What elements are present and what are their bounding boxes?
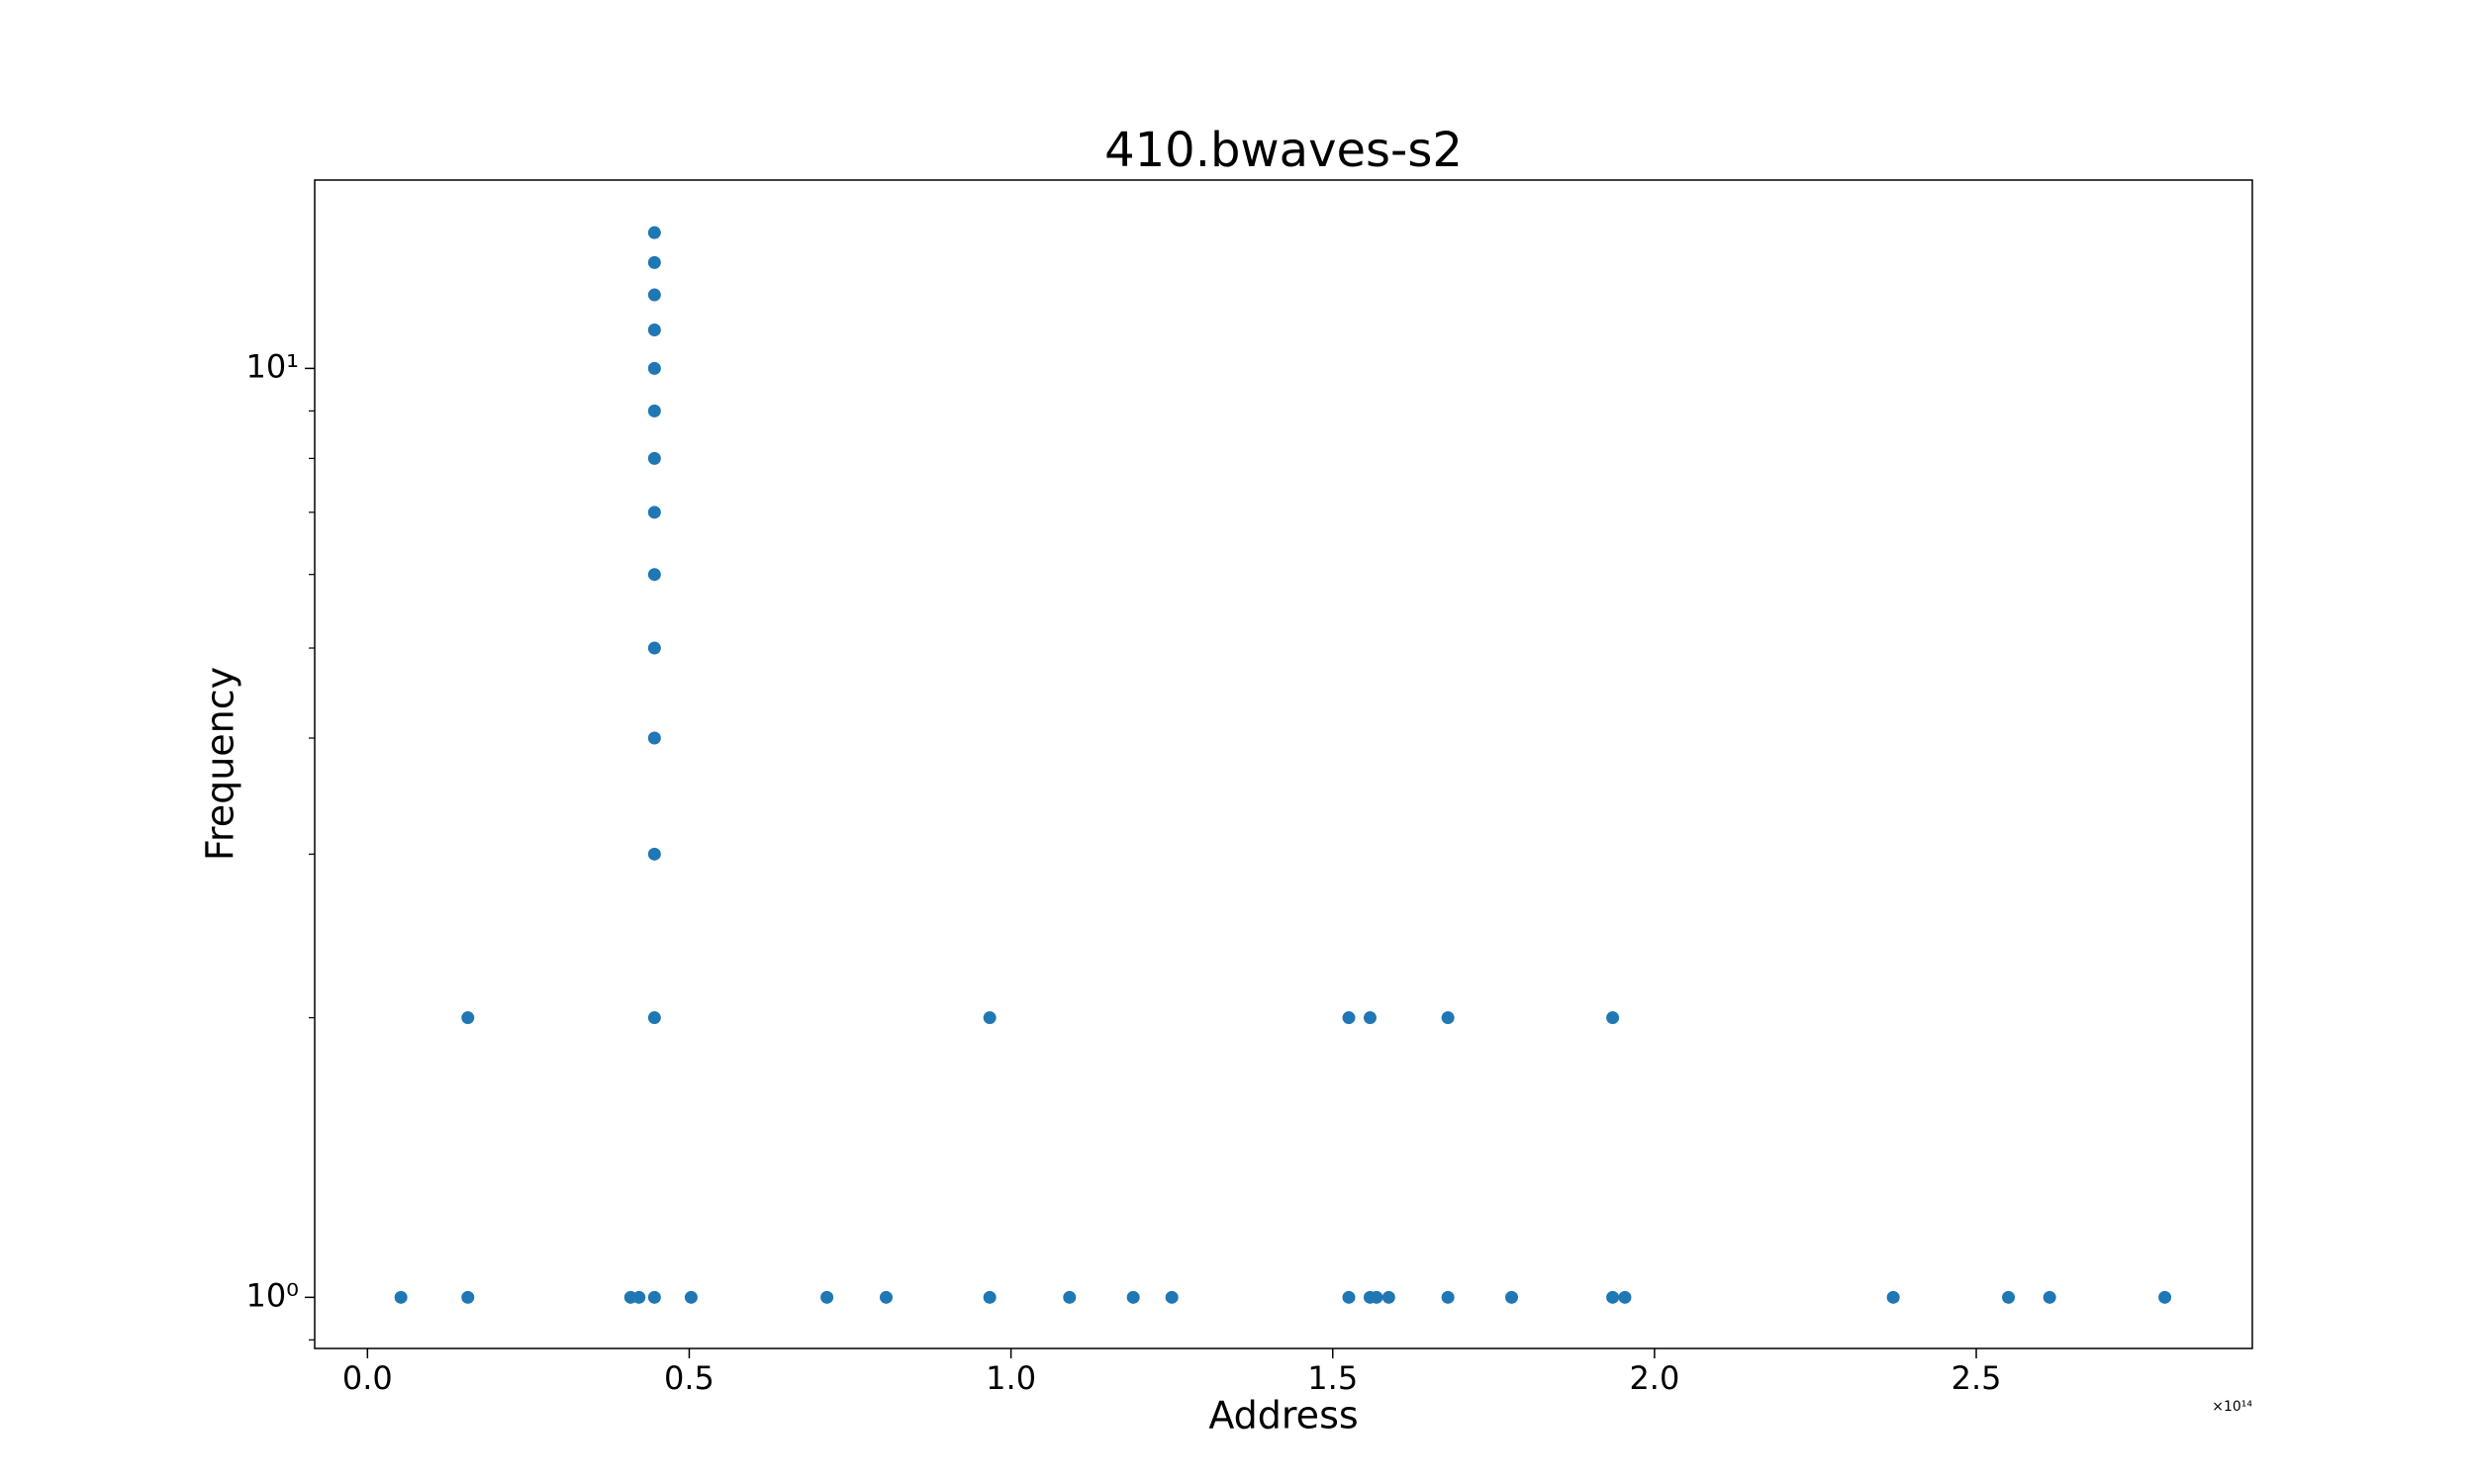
point xyxy=(632,1290,646,1304)
point xyxy=(1165,1290,1179,1304)
point xyxy=(1063,1290,1077,1304)
point xyxy=(684,1290,698,1304)
x-tick-label: 2.0 xyxy=(1629,1359,1679,1397)
y-tick-label: 10¹ xyxy=(245,347,299,385)
point xyxy=(647,288,661,302)
y-tick-label: 10⁰ xyxy=(245,1276,299,1314)
x-tick-label: 0.5 xyxy=(664,1359,714,1397)
point xyxy=(647,361,661,375)
point xyxy=(879,1290,893,1304)
x-tick-label: 1.0 xyxy=(986,1359,1036,1397)
point xyxy=(647,506,661,519)
point xyxy=(1441,1011,1455,1025)
point xyxy=(2002,1290,2016,1304)
point xyxy=(1618,1290,1632,1304)
point xyxy=(1441,1290,1455,1304)
chart-title: 410.bwaves-s2 xyxy=(1104,123,1463,178)
point xyxy=(647,568,661,582)
point xyxy=(1342,1290,1356,1304)
x-offset-label: ×10¹⁴ xyxy=(2212,1399,2252,1415)
point xyxy=(1606,1011,1620,1025)
x-axis-label: Address xyxy=(1208,1394,1358,1438)
x-tick-label: 2.5 xyxy=(1951,1359,2002,1397)
point xyxy=(647,1011,661,1025)
y-axis-label: Frequency xyxy=(199,667,242,861)
point xyxy=(647,404,661,417)
point xyxy=(394,1290,408,1304)
point xyxy=(1381,1290,1395,1304)
plot-frame xyxy=(314,179,2253,1349)
point xyxy=(647,226,661,239)
point xyxy=(647,1290,661,1304)
point xyxy=(2043,1290,2056,1304)
x-tick-label: 1.5 xyxy=(1307,1359,1358,1397)
point xyxy=(461,1290,475,1304)
x-tick-label: 0.0 xyxy=(342,1359,393,1397)
point xyxy=(647,324,661,337)
point xyxy=(820,1290,834,1304)
point xyxy=(1370,1290,1383,1304)
point xyxy=(647,847,661,861)
point xyxy=(647,255,661,269)
point xyxy=(461,1011,475,1025)
point xyxy=(2158,1290,2172,1304)
point xyxy=(647,451,661,465)
point xyxy=(647,731,661,745)
point xyxy=(1126,1290,1140,1304)
point xyxy=(983,1290,997,1304)
point xyxy=(1505,1290,1519,1304)
point xyxy=(983,1011,997,1025)
point xyxy=(1342,1011,1356,1025)
point xyxy=(1606,1290,1620,1304)
point xyxy=(1363,1011,1377,1025)
point xyxy=(1886,1290,1900,1304)
point xyxy=(647,641,661,655)
